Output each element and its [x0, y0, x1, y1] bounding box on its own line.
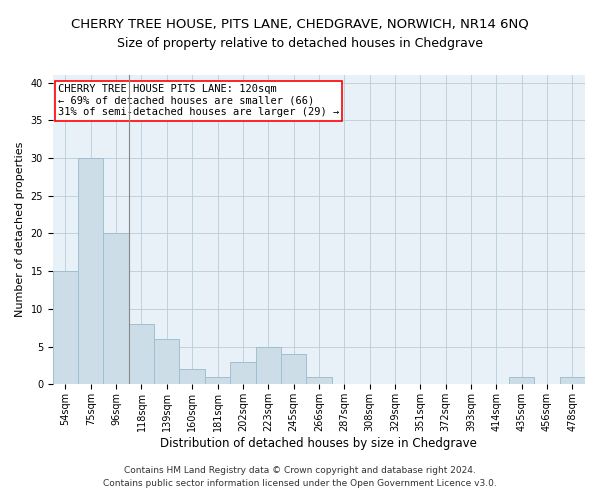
Bar — [306, 377, 332, 384]
Bar — [78, 158, 103, 384]
X-axis label: Distribution of detached houses by size in Chedgrave: Distribution of detached houses by size … — [160, 437, 478, 450]
Bar — [129, 324, 154, 384]
Bar — [154, 339, 179, 384]
Bar — [509, 377, 535, 384]
Text: Contains HM Land Registry data © Crown copyright and database right 2024.
Contai: Contains HM Land Registry data © Crown c… — [103, 466, 497, 487]
Bar — [103, 234, 129, 384]
Bar — [281, 354, 306, 384]
Text: CHERRY TREE HOUSE PITS LANE: 120sqm
← 69% of detached houses are smaller (66)
31: CHERRY TREE HOUSE PITS LANE: 120sqm ← 69… — [58, 84, 340, 117]
Bar — [53, 271, 78, 384]
Text: Size of property relative to detached houses in Chedgrave: Size of property relative to detached ho… — [117, 38, 483, 51]
Text: CHERRY TREE HOUSE, PITS LANE, CHEDGRAVE, NORWICH, NR14 6NQ: CHERRY TREE HOUSE, PITS LANE, CHEDGRAVE,… — [71, 18, 529, 30]
Bar — [560, 377, 585, 384]
Bar — [256, 346, 281, 385]
Bar — [179, 370, 205, 384]
Bar — [230, 362, 256, 384]
Y-axis label: Number of detached properties: Number of detached properties — [15, 142, 25, 318]
Bar — [205, 377, 230, 384]
